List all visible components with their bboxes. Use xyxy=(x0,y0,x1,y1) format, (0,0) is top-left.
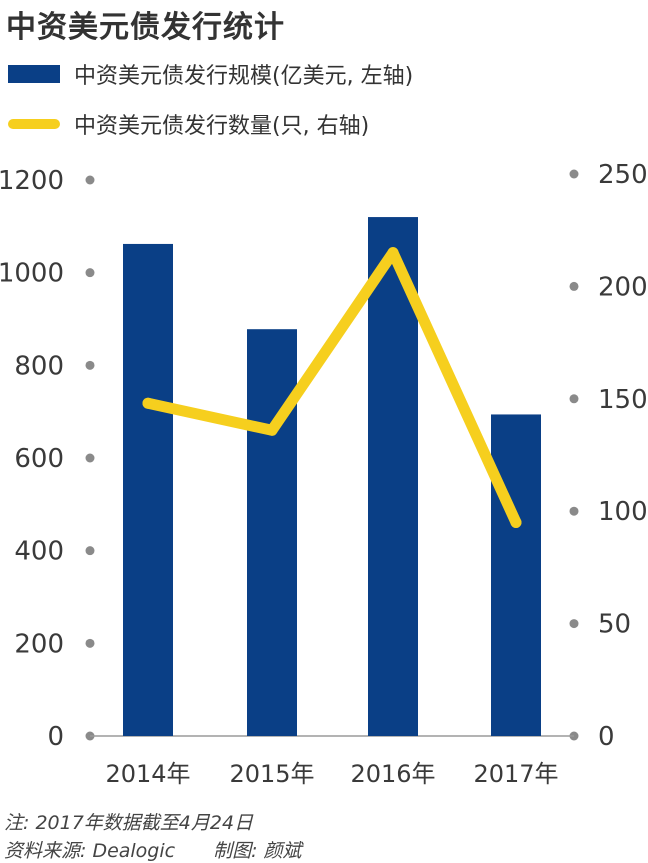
legend-label-bar: 中资美元债发行规模(亿美元, 左轴) xyxy=(74,64,414,89)
left-axis-tick-dot xyxy=(85,268,95,278)
left-axis-tick-label: 400 xyxy=(14,537,64,567)
count-point-3 xyxy=(387,247,399,259)
right-axis-tick-dot xyxy=(569,281,579,291)
left-axis-tick-label: 1200 xyxy=(0,166,64,196)
legend-label-line: 中资美元债发行数量(只, 右轴) xyxy=(74,114,370,139)
right-axis-tick-label: 150 xyxy=(598,385,648,415)
left-axis-tick-label: 200 xyxy=(14,629,64,659)
count-line xyxy=(142,247,522,528)
left-axis-tick-dot xyxy=(85,453,95,463)
x-axis-label: 2017年 xyxy=(473,760,558,788)
count-point-4 xyxy=(510,516,522,528)
right-axis-tick-dot xyxy=(569,506,579,516)
source-credit: 资料来源: Dealogic 制图: 颜斌 xyxy=(4,840,302,862)
left-axis-tick-dot xyxy=(85,546,95,556)
legend-item-line: 中资美元债发行数量(只, 右轴) xyxy=(8,108,369,140)
right-axis-tick-label: 100 xyxy=(598,497,648,527)
left-axis-tick-label: 800 xyxy=(14,351,64,381)
chart-title: 中资美元债发行统计 xyxy=(6,10,285,45)
footnote: 注: 2017年数据截至4月24日 xyxy=(4,812,254,834)
count-point-1 xyxy=(142,397,154,409)
x-axis-label: 2015年 xyxy=(229,760,314,788)
bar-1 xyxy=(123,243,173,736)
right-axis-tick-label: 0 xyxy=(598,722,615,752)
right-axis-tick-dot xyxy=(569,394,579,404)
left-axis-tick-dot xyxy=(85,175,95,185)
bar-2 xyxy=(247,329,297,736)
left-axis-tick-dot xyxy=(85,360,95,370)
left-axis-tick-dot xyxy=(85,638,95,648)
left-axis-tick-label: 1000 xyxy=(0,259,64,289)
left-axis-tick-label: 600 xyxy=(14,444,64,474)
legend-item-bar: 中资美元债发行规模(亿美元, 左轴) xyxy=(8,58,413,90)
right-axis-tick-label: 250 xyxy=(598,160,648,190)
right-axis-tick-label: 50 xyxy=(598,610,631,640)
right-axis-tick-dot xyxy=(569,169,579,179)
bar-3 xyxy=(368,217,418,737)
right-axis-tick-label: 200 xyxy=(598,272,648,302)
left-axis-tick-label: 0 xyxy=(47,722,64,752)
legend-swatch-bar xyxy=(8,65,60,83)
bar-4 xyxy=(491,414,541,736)
x-axis-label: 2014年 xyxy=(105,760,190,788)
right-axis-tick-dot xyxy=(569,619,579,629)
count-point-2 xyxy=(266,424,278,436)
legend-swatch-line xyxy=(8,119,60,129)
x-axis-label: 2016年 xyxy=(350,760,435,788)
